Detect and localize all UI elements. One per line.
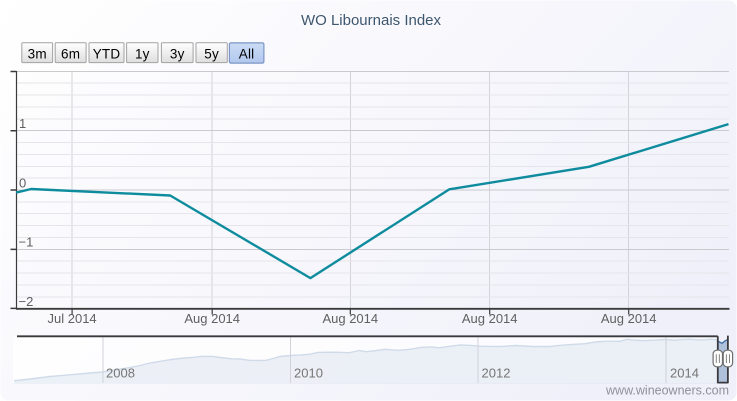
svg-text:0: 0 — [19, 175, 26, 190]
svg-text:3m: 3m — [28, 46, 47, 61]
svg-text:5y: 5y — [204, 46, 219, 61]
svg-text:2014: 2014 — [670, 366, 699, 381]
svg-text:3y: 3y — [170, 46, 185, 61]
svg-text:Aug 2014: Aug 2014 — [601, 311, 657, 326]
svg-text:www.wineowners.com: www.wineowners.com — [605, 384, 729, 398]
svg-text:Aug 2014: Aug 2014 — [322, 311, 378, 326]
svg-text:2010: 2010 — [294, 366, 323, 381]
svg-text:Aug 2014: Aug 2014 — [184, 311, 240, 326]
svg-text:−2: −2 — [19, 294, 34, 309]
svg-text:−1: −1 — [19, 235, 34, 250]
svg-text:6m: 6m — [61, 46, 80, 61]
svg-text:YTD: YTD — [93, 46, 121, 61]
svg-text:1y: 1y — [135, 46, 150, 61]
svg-text:2012: 2012 — [482, 366, 511, 381]
svg-text:2008: 2008 — [106, 366, 135, 381]
svg-text:Aug 2014: Aug 2014 — [462, 311, 518, 326]
svg-text:1: 1 — [19, 116, 26, 131]
svg-text:WO Libournais Index: WO Libournais Index — [301, 12, 442, 29]
svg-text:Jul 2014: Jul 2014 — [48, 311, 97, 326]
svg-text:All: All — [239, 46, 255, 61]
